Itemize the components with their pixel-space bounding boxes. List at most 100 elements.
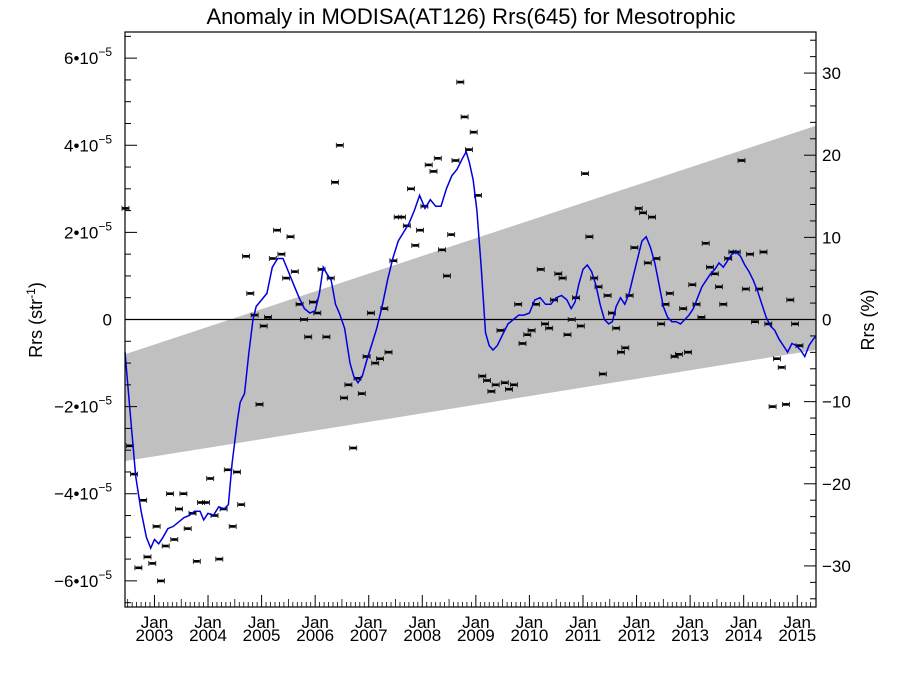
chart-title: Anomaly in MODISA(AT126) Rrs(645) for Me… [207,4,736,29]
data-point [384,349,393,355]
data-point [416,227,425,233]
data-point-marker [381,307,388,310]
data-point [782,401,790,407]
data-point-marker [354,377,361,380]
x-tick-year-label: 2014 [725,626,763,645]
data-point [134,565,143,571]
data-point-marker [559,276,566,280]
data-point [433,155,442,161]
data-point [397,214,406,220]
data-point [237,502,246,508]
data-point-marker [207,477,214,480]
smoothed-series-line [124,149,817,551]
data-point-marker [622,346,629,350]
data-point [376,356,384,362]
data-point [255,401,264,407]
data-point-marker [157,579,164,583]
data-point [175,506,184,512]
data-point [179,491,188,497]
data-point-marker [372,361,379,365]
data-point [460,114,469,120]
right-tick-label: 10 [822,228,841,247]
data-point [715,284,723,290]
data-point [206,476,215,481]
x-tick-year-label: 2010 [511,626,549,645]
data-point [563,332,572,338]
data-point-marker [341,396,348,400]
data-point-marker [318,268,325,271]
data-point-marker [515,303,522,306]
x-tick-month-label: Jan [730,613,757,632]
data-point-marker [671,355,678,358]
data-point [751,319,759,325]
data-point-marker [742,287,749,291]
data-point-marker [358,392,365,395]
data-point-marker [675,353,682,356]
data-point [366,310,375,316]
data-point [148,560,157,566]
data-point [665,290,674,296]
right-tick-label: 30 [822,64,841,83]
data-point-marker [323,335,330,339]
data-point [541,321,549,327]
data-point-marker [765,322,772,326]
x-tick-year-label: 2011 [565,626,602,645]
data-point-marker [644,261,651,265]
data-point-marker [167,492,173,495]
data-point-marker [243,255,250,258]
data-point-marker [698,316,705,319]
y-axis-label-right: Rrs (%) [858,290,878,351]
data-point [576,323,585,329]
data-point-marker [452,159,459,162]
data-point [268,256,277,261]
data-point [228,523,237,529]
data-point [344,382,353,388]
data-point [487,388,496,394]
data-point-marker [783,403,789,406]
data-point [464,147,473,153]
data-point-marker [265,316,271,319]
data-point-marker [666,292,673,295]
data-point [603,293,612,298]
data-point-marker [314,311,321,315]
data-point [170,537,179,542]
data-point [768,404,777,410]
data-point [554,271,563,277]
data-point-marker [519,342,526,345]
data-point-marker [532,303,539,306]
data-point-marker [398,215,405,219]
data-point [290,269,299,275]
data-point-marker [224,468,231,472]
data-point [322,334,331,340]
data-point [183,526,192,532]
data-point [737,158,746,163]
data-point-marker [434,157,441,160]
data-point-marker [238,503,245,506]
x-tick-month-label: Jan [516,613,543,632]
data-point [192,558,201,564]
data-point-marker [635,207,642,210]
data-point-marker [171,538,178,541]
data-point [242,253,251,259]
data-point [545,325,554,331]
data-point [304,334,313,340]
data-point-marker [729,250,736,254]
x-tick-month-label: Jan [409,613,436,632]
data-point [527,327,536,333]
data-point-marker [394,215,401,219]
data-point [483,378,492,383]
data-point-marker [408,187,414,191]
data-point [429,168,438,174]
data-point [612,325,621,331]
data-point [362,354,371,359]
x-tick-month-label: Jan [676,613,703,632]
data-point-marker [180,492,187,495]
data-point-marker [162,544,169,548]
data-point-marker [689,283,696,286]
data-point-marker [751,320,758,323]
data-point [509,382,518,388]
left-tick-label: 0 [103,311,112,330]
data-point [657,321,666,327]
data-point-marker [140,499,147,502]
